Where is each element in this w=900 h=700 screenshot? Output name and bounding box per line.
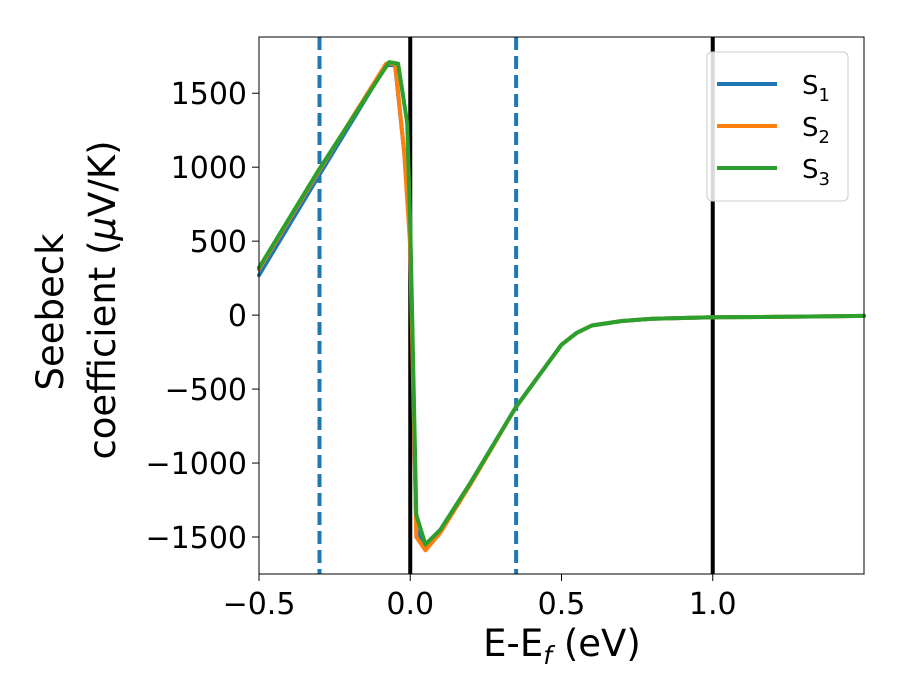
y-tick-label: −1500 [146, 521, 247, 556]
y-tick-label: −1000 [146, 447, 247, 482]
legend-label-main: S [802, 113, 819, 143]
legend-label-sub: 1 [819, 85, 830, 106]
x-tick-label: 1.0 [689, 587, 737, 622]
y-tick-label: 0 [228, 299, 247, 334]
y-tick-label: 1000 [171, 151, 247, 186]
y-axis-label-line1: Seebeck [29, 233, 72, 391]
legend-label-sub: 3 [819, 169, 830, 190]
legend-label: S3 [802, 155, 830, 190]
data-series [257, 60, 866, 553]
x-axis-label: E-Ef (eV) [483, 622, 641, 670]
x-axis-ticks: −0.5 0.0 0.5 1.0 [223, 574, 737, 622]
x-tick-label: −0.5 [223, 587, 296, 622]
legend-label-main: S [802, 155, 819, 185]
legend-label: S2 [802, 113, 830, 148]
legend-label-main: S [802, 71, 819, 101]
legend-label-sub: 2 [819, 127, 830, 148]
x-tick-label: 0.0 [386, 587, 434, 622]
y-axis-ticks: −1500 −1000 −500 0 500 1000 1500 [146, 77, 259, 556]
legend-frame [706, 51, 849, 202]
y-tick-label: 1500 [171, 77, 247, 112]
legend-label: S1 [802, 71, 830, 106]
x-tick-label: 0.5 [538, 587, 586, 622]
series-line-S3 [257, 60, 866, 547]
y-axis-label-line2: coefficient (μV/K) [81, 140, 124, 459]
y-tick-label: 500 [190, 225, 247, 260]
y-tick-label: −500 [165, 373, 247, 408]
